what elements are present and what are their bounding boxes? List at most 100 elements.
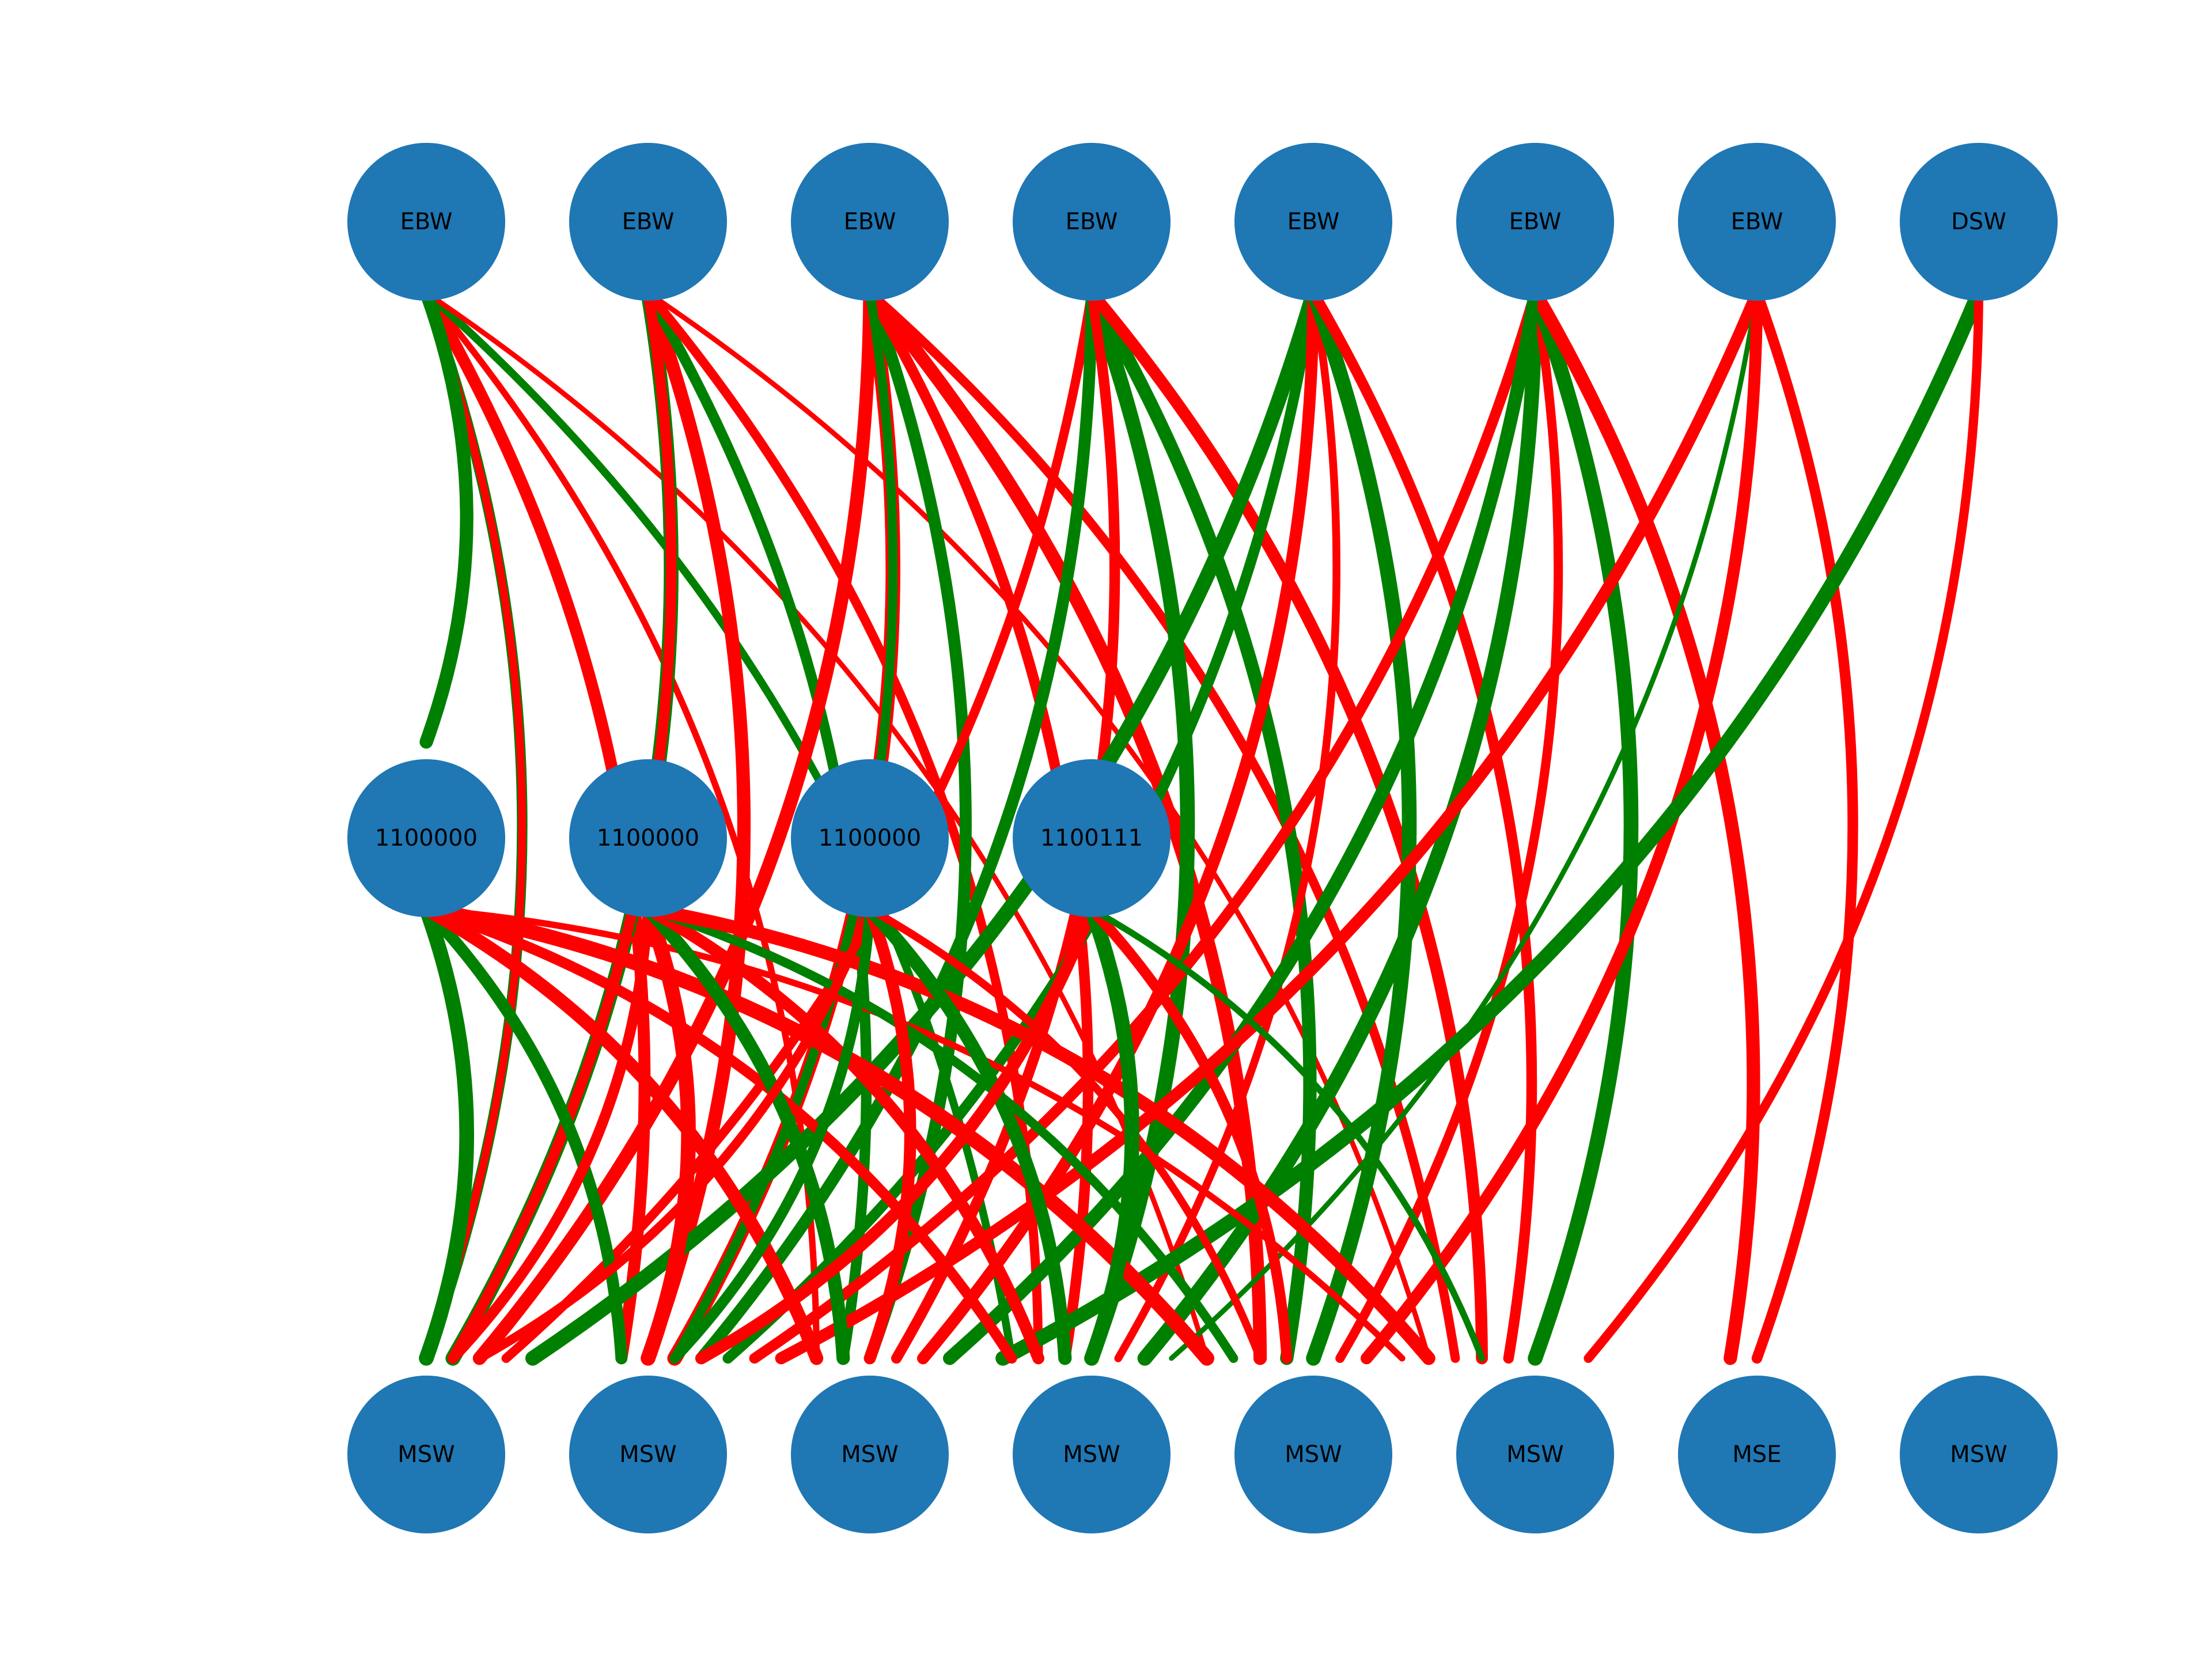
- node-label: MSE: [1732, 1441, 1781, 1468]
- edge-m0-b1-47: [420, 903, 628, 1365]
- node-label: MSW: [619, 1441, 676, 1468]
- edge-t5-b6-38: [1528, 286, 1760, 1365]
- edge-m1-b4-56: [643, 904, 1238, 1363]
- edge-m0-b3-49: [421, 904, 1017, 1364]
- edge-m1-b3-55: [642, 903, 1044, 1365]
- node-t1: EBW: [569, 143, 727, 301]
- node-label: MSW: [1950, 1441, 2007, 1468]
- edge-t0-b0-1: [422, 289, 527, 1362]
- edge-t0-m0-6: [419, 286, 474, 749]
- node-label: 1100111: [1040, 825, 1143, 851]
- edge-t1-b1-8: [641, 286, 751, 1365]
- node-label: 1100000: [597, 825, 699, 851]
- node-circle: [347, 759, 505, 917]
- edge-t4-b4-31: [1306, 285, 1417, 1366]
- edge-m1-b5-57: [641, 902, 1435, 1365]
- node-circle: [569, 1376, 727, 1533]
- node-label: 1100000: [375, 825, 478, 851]
- edge-m0-b0-46: [419, 902, 474, 1366]
- edge-m3-b3-64: [1084, 902, 1139, 1366]
- node-circle: [1900, 1376, 2058, 1533]
- edge-m3-b4-65: [1086, 904, 1292, 1364]
- node-circle: [1900, 143, 2058, 301]
- node-circle: [1013, 759, 1171, 917]
- node-b7: MSW: [1900, 1376, 2058, 1533]
- node-t2: EBW: [791, 143, 949, 301]
- edge-t4-b5-32: [1308, 287, 1537, 1364]
- node-t3: EBW: [1013, 143, 1171, 301]
- node-b4: MSW: [1234, 1376, 1392, 1533]
- edge-t6-b4-42: [1361, 286, 1763, 1365]
- node-circle: [1678, 143, 1836, 301]
- edge-t5-b2-34: [943, 286, 1542, 1365]
- node-t7: DSW: [1900, 143, 2058, 301]
- node-b2: MSW: [791, 1376, 949, 1533]
- node-circle: [1456, 143, 1614, 301]
- node-circle: [1013, 1376, 1171, 1533]
- node-label: EBW: [1287, 209, 1340, 235]
- node-label: DSW: [1951, 209, 2006, 235]
- node-circle: [1234, 143, 1392, 301]
- edge-t3-b4-24: [1085, 286, 1317, 1365]
- edge-t4-b2-29: [917, 286, 1320, 1365]
- node-label: MSW: [1506, 1441, 1563, 1468]
- edge-t2-b0-13: [472, 286, 877, 1365]
- edge-m1-b1-53: [641, 902, 696, 1366]
- node-t5: EBW: [1456, 143, 1614, 301]
- node-circle: [1234, 1376, 1392, 1533]
- node-circle: [347, 1376, 505, 1533]
- node-b5: MSW: [1456, 1376, 1614, 1533]
- edge-m2-b4-62: [866, 905, 1264, 1362]
- node-label: EBW: [622, 209, 675, 235]
- edge-m2-b1-59: [669, 904, 876, 1364]
- edge-m1-b0-52: [448, 904, 654, 1364]
- node-label: EBW: [1731, 209, 1783, 235]
- edge-t5-b5-37: [1528, 285, 1639, 1366]
- node-circle: [791, 1376, 949, 1533]
- edge-m1-b2-54: [641, 902, 850, 1365]
- edge-m3-b1-63: [695, 903, 1098, 1365]
- node-m3: 1100111: [1013, 759, 1171, 917]
- edge-t1-b5-11: [645, 290, 1431, 1361]
- nodes-layer: EBW EBW EBW EBW EBW EBW EBW DSW 1100000 1100000 11…: [347, 143, 2058, 1533]
- edge-m0-b2-48: [419, 902, 824, 1365]
- node-label: MSW: [841, 1441, 898, 1468]
- node-m0: 1100000: [347, 759, 505, 917]
- node-t0: EBW: [347, 143, 505, 301]
- node-label: MSW: [397, 1441, 454, 1468]
- node-circle: [569, 143, 727, 301]
- edge-t3-b3-23: [1084, 285, 1195, 1366]
- node-t6: EBW: [1678, 143, 1836, 301]
- node-circle: [569, 759, 727, 917]
- node-label: 1100000: [819, 825, 921, 851]
- node-m1: 1100000: [569, 759, 727, 917]
- edge-t6-b3-41: [1169, 290, 1760, 1361]
- node-circle: [1456, 1376, 1614, 1533]
- node-circle: [791, 759, 949, 917]
- edge-m2-b3-61: [863, 902, 1072, 1365]
- node-circle: [1013, 143, 1171, 301]
- node-m2: 1100000: [791, 759, 949, 917]
- edge-t7-b5-45: [1584, 288, 1983, 1363]
- edge-t6-b6-43: [1751, 287, 1858, 1364]
- edge-t4-b0-27: [525, 285, 1321, 1366]
- edge-t0-b3-4: [422, 289, 1016, 1362]
- edge-t4-b3-30: [1114, 289, 1340, 1362]
- node-label: MSW: [1063, 1441, 1120, 1468]
- node-label: EBW: [1509, 209, 1562, 235]
- node-b1: MSW: [569, 1376, 727, 1533]
- edge-m2-b2-60: [863, 903, 916, 1365]
- node-circle: [791, 143, 949, 301]
- edge-t5-b4-36: [1335, 288, 1563, 1363]
- node-label: EBW: [400, 209, 453, 235]
- node-label: EBW: [844, 209, 896, 235]
- node-circle: [347, 143, 505, 301]
- node-b0: MSW: [347, 1376, 505, 1533]
- node-t4: EBW: [1234, 143, 1392, 301]
- node-label: EBW: [1066, 209, 1118, 235]
- edge-m2-b0-58: [475, 904, 874, 1363]
- edge-m3-b5-66: [1088, 906, 1486, 1362]
- node-b3: MSW: [1013, 1376, 1171, 1533]
- edge-t3-b1-21: [695, 286, 1098, 1365]
